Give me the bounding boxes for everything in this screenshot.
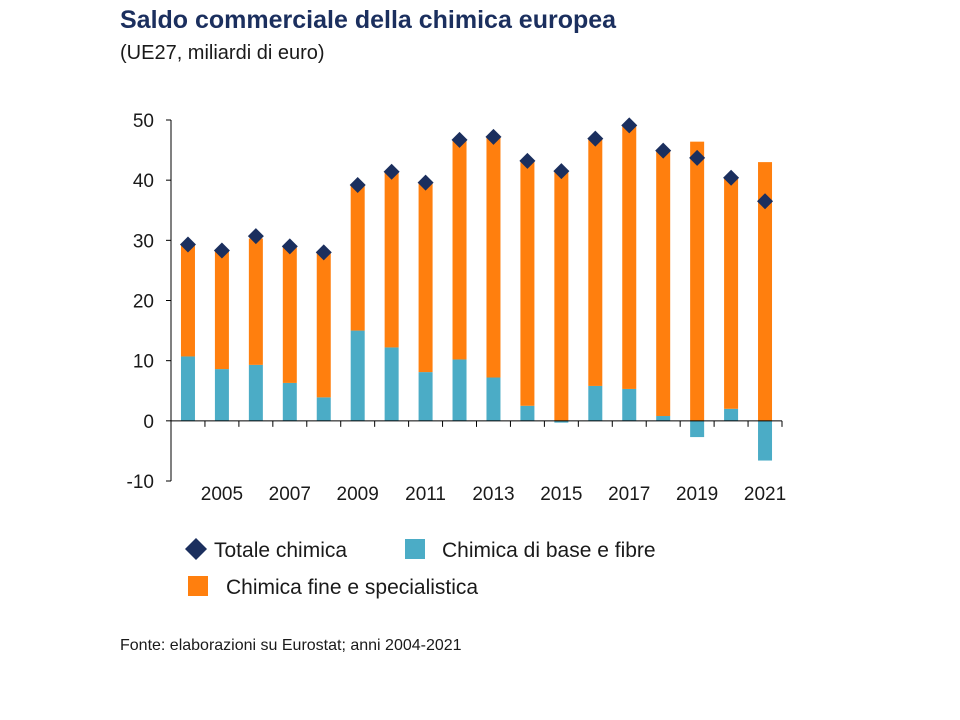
bar-base-2008 bbox=[316, 397, 331, 421]
marker-total-2008 bbox=[315, 244, 332, 261]
y-tick-label: 40 bbox=[133, 171, 154, 192]
bar-fine-2009 bbox=[350, 184, 365, 331]
bar-base-2013 bbox=[486, 377, 501, 421]
legend-label-base: Chimica di base e fibre bbox=[442, 539, 656, 562]
legend-label-fine: Chimica fine e specialistica bbox=[226, 576, 478, 599]
bars-layer bbox=[180, 124, 773, 461]
marker-total-2016 bbox=[587, 130, 604, 147]
marker-total-2020 bbox=[723, 169, 740, 186]
bar-fine-2013 bbox=[486, 136, 501, 378]
bar-base-2005 bbox=[214, 369, 229, 421]
x-tick-label: 2021 bbox=[744, 484, 786, 505]
bar-base-2011 bbox=[418, 372, 433, 421]
y-tick-label: 50 bbox=[133, 111, 154, 132]
bar-base-2009 bbox=[350, 330, 365, 421]
legend: Totale chimica Chimica di base e fibre Chi… bbox=[185, 538, 656, 599]
bar-base-2020 bbox=[724, 408, 739, 421]
bar-base-2019 bbox=[690, 420, 705, 438]
source-note: Fonte: elaborazioni su Eurostat; anni 20… bbox=[120, 637, 462, 654]
bar-base-2004 bbox=[180, 356, 195, 421]
y-tick-label: 0 bbox=[143, 412, 154, 433]
y-tick-label: 30 bbox=[133, 231, 154, 252]
marker-total-2005 bbox=[213, 242, 230, 259]
bar-base-2015 bbox=[554, 420, 569, 423]
bar-base-2010 bbox=[384, 347, 399, 421]
legend-swatch-base bbox=[405, 539, 425, 559]
y-tick-label: -10 bbox=[127, 472, 154, 493]
y-tick-label: 20 bbox=[133, 292, 154, 313]
bar-fine-2019 bbox=[690, 141, 705, 421]
marker-total-2010 bbox=[383, 163, 400, 180]
bar-base-2017 bbox=[622, 388, 637, 421]
bar-fine-2020 bbox=[724, 177, 739, 409]
axes-layer: 50 40 30 20 10 0 -10 2005 2007 2009 2011 2013 2015 20… bbox=[127, 111, 787, 505]
chart-title: Saldo commerciale della chimica europea bbox=[120, 6, 617, 34]
marker-total-2021 bbox=[757, 193, 774, 210]
marker-total-2015 bbox=[553, 163, 570, 180]
marker-total-2004 bbox=[179, 236, 196, 253]
chart-subtitle: (UE27, miliardi di euro) bbox=[120, 42, 325, 64]
bar-fine-2005 bbox=[214, 249, 229, 370]
bar-fine-2018 bbox=[656, 150, 671, 417]
bar-fine-2004 bbox=[180, 244, 195, 357]
x-tick-label: 2009 bbox=[337, 484, 379, 505]
bar-base-2007 bbox=[282, 382, 297, 421]
bar-base-2021 bbox=[758, 420, 773, 461]
bar-fine-2007 bbox=[282, 246, 297, 383]
bar-fine-2014 bbox=[520, 160, 535, 406]
bar-base-2012 bbox=[452, 359, 467, 421]
legend-swatch-totale bbox=[185, 538, 207, 560]
bar-base-2006 bbox=[248, 364, 263, 421]
bar-base-2014 bbox=[520, 405, 535, 421]
bar-fine-2011 bbox=[418, 182, 433, 373]
marker-total-2014 bbox=[519, 152, 536, 169]
x-tick-label: 2007 bbox=[269, 484, 311, 505]
bar-base-2018 bbox=[656, 416, 671, 421]
bar-fine-2016 bbox=[588, 138, 603, 386]
x-tick-label: 2013 bbox=[472, 484, 514, 505]
x-tick-label: 2015 bbox=[540, 484, 582, 505]
marker-total-2013 bbox=[485, 128, 502, 145]
x-tick-label: 2019 bbox=[676, 484, 718, 505]
marker-total-2009 bbox=[349, 176, 366, 193]
bar-fine-2017 bbox=[622, 124, 637, 389]
bar-fine-2012 bbox=[452, 140, 467, 360]
marker-total-2007 bbox=[281, 238, 298, 255]
marker-total-2019 bbox=[689, 149, 706, 166]
bar-fine-2006 bbox=[248, 238, 263, 365]
legend-label-totale: Totale chimica bbox=[214, 539, 347, 562]
bar-fine-2015 bbox=[554, 171, 569, 421]
marker-total-2012 bbox=[451, 131, 468, 148]
bar-base-2016 bbox=[588, 385, 603, 421]
y-tick-label: 10 bbox=[133, 352, 154, 373]
marker-total-2017 bbox=[621, 117, 638, 134]
markers-layer bbox=[179, 117, 774, 261]
marker-total-2018 bbox=[655, 142, 672, 159]
bar-fine-2021 bbox=[758, 162, 773, 421]
bar-fine-2010 bbox=[384, 171, 399, 348]
legend-swatch-fine bbox=[188, 576, 208, 596]
bar-fine-2008 bbox=[316, 252, 331, 398]
marker-total-2006 bbox=[247, 228, 264, 245]
marker-total-2011 bbox=[417, 174, 434, 191]
x-tick-label: 2011 bbox=[405, 484, 446, 505]
x-tick-label: 2005 bbox=[201, 484, 243, 505]
x-tick-label: 2017 bbox=[608, 484, 650, 505]
